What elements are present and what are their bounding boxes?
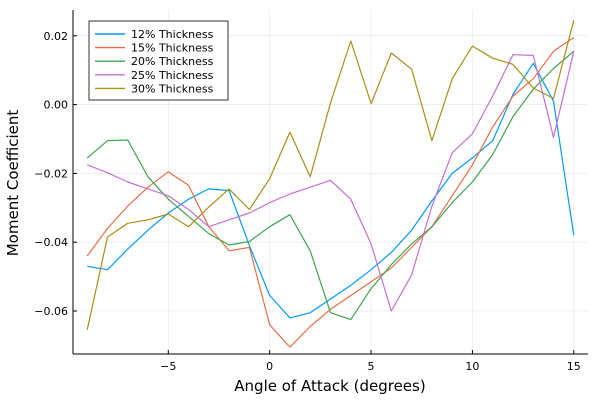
legend-label: 25% Thickness (131, 69, 214, 82)
series-line-4 (86, 51, 575, 312)
y-tick-label: 0.02 (44, 30, 69, 43)
legend-label: 15% Thickness (131, 42, 214, 55)
y-tick-label: −0.04 (34, 236, 68, 249)
axes (72, 10, 588, 355)
x-axis-title: Angle of Attack (degrees) (234, 377, 425, 395)
y-tick-label: −0.06 (34, 305, 68, 318)
x-tick-label: 0 (266, 360, 273, 373)
series-line-3 (86, 50, 575, 321)
legend-label: 12% Thickness (131, 28, 214, 41)
series-line-2 (86, 37, 575, 348)
x-tick-label: 15 (567, 360, 581, 373)
y-axis-title: Moment Coefficient (4, 110, 22, 257)
x-tick-label: 5 (368, 360, 375, 373)
series-line-1 (87, 62, 575, 319)
x-tick-label: −5 (160, 360, 176, 373)
series-lines (86, 20, 575, 348)
x-tick-label: 10 (465, 360, 479, 373)
legend-label: 30% Thickness (131, 82, 214, 95)
y-tick-label: 0.00 (44, 99, 69, 112)
legend-label: 20% Thickness (131, 55, 214, 68)
y-tick-label: −0.02 (34, 167, 68, 180)
series-line-5 (86, 20, 575, 331)
tick-labels: −5 0 5 10 15 −0.06 −0.04 −0.02 0.00 0.02 (34, 30, 581, 373)
